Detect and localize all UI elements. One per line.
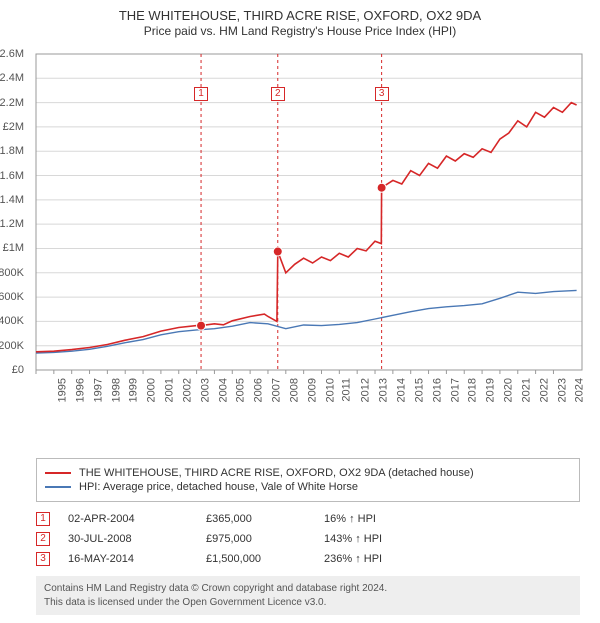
y-tick-label: £2.6M: [0, 48, 28, 60]
y-tick-label: £2.4M: [0, 72, 28, 84]
x-tick-label: 2019: [485, 378, 497, 402]
x-tick-label: 1999: [128, 378, 140, 402]
legend-label: HPI: Average price, detached house, Vale…: [79, 481, 358, 493]
sale-marker: 3: [36, 552, 50, 566]
y-tick-label: £1.8M: [0, 145, 28, 157]
sale-date: 30-JUL-2008: [68, 533, 188, 545]
chart-marker: 1: [194, 87, 208, 101]
x-tick-label: 2006: [253, 378, 265, 402]
sale-delta: 143% ↑ HPI: [324, 533, 382, 545]
x-tick-label: 2008: [288, 378, 300, 402]
legend-item: THE WHITEHOUSE, THIRD ACRE RISE, OXFORD,…: [45, 467, 571, 479]
legend-swatch: [45, 486, 71, 488]
y-tick-label: £800K: [0, 267, 28, 279]
sales-table: 1 02-APR-2004 £365,000 16% ↑ HPI 2 30-JUL-200…: [36, 512, 580, 566]
x-tick-label: 1998: [110, 378, 122, 402]
legend-label: THE WHITEHOUSE, THIRD ACRE RISE, OXFORD,…: [79, 467, 474, 479]
x-tick-label: 2003: [199, 378, 211, 402]
y-tick-label: £2M: [3, 121, 28, 133]
sale-row: 1 02-APR-2004 £365,000 16% ↑ HPI: [36, 512, 580, 526]
x-tick-label: 2020: [503, 378, 515, 402]
sale-date: 16-MAY-2014: [68, 553, 188, 565]
x-tick-label: 1997: [92, 378, 104, 402]
sale-delta: 16% ↑ HPI: [324, 513, 376, 525]
x-tick-label: 2013: [378, 378, 390, 402]
chart-marker: 3: [375, 87, 389, 101]
y-tick-label: £400K: [0, 315, 28, 327]
x-tick-label: 2014: [396, 378, 408, 402]
x-tick-label: 2005: [235, 378, 247, 402]
sale-price: £365,000: [206, 513, 306, 525]
chart-marker: 2: [271, 87, 285, 101]
footer-line1: Contains HM Land Registry data © Crown c…: [44, 582, 572, 596]
y-tick-label: £600K: [0, 291, 28, 303]
x-tick-label: 2007: [271, 378, 283, 402]
legend-item: HPI: Average price, detached house, Vale…: [45, 481, 571, 493]
x-tick-label: 2000: [146, 378, 158, 402]
y-tick-label: £1M: [3, 242, 28, 254]
x-tick-label: 2002: [181, 378, 193, 402]
x-tick-label: 2004: [217, 378, 229, 402]
y-tick-label: £1.2M: [0, 218, 28, 230]
chart-svg: [28, 44, 588, 384]
sale-price: £975,000: [206, 533, 306, 545]
chart-titles: THE WHITEHOUSE, THIRD ACRE RISE, OXFORD,…: [0, 0, 600, 38]
legend: THE WHITEHOUSE, THIRD ACRE RISE, OXFORD,…: [36, 458, 580, 502]
x-tick-label: 2021: [520, 378, 532, 402]
chart-area: £0£200K£400K£600K£800K£1M£1.2M£1.4M£1.6M…: [28, 44, 588, 424]
x-tick-label: 2022: [538, 378, 550, 402]
title-main: THE WHITEHOUSE, THIRD ACRE RISE, OXFORD,…: [0, 8, 600, 23]
title-sub: Price paid vs. HM Land Registry's House …: [0, 24, 600, 38]
attribution-footer: Contains HM Land Registry data © Crown c…: [36, 576, 580, 615]
sale-marker: 1: [36, 512, 50, 526]
y-tick-label: £2.2M: [0, 97, 28, 109]
x-tick-label: 2016: [431, 378, 443, 402]
x-tick-label: 2017: [449, 378, 461, 402]
sale-date: 02-APR-2004: [68, 513, 188, 525]
x-tick-label: 2009: [306, 378, 318, 402]
sale-delta: 236% ↑ HPI: [324, 553, 382, 565]
y-tick-label: £200K: [0, 340, 28, 352]
legend-swatch: [45, 472, 71, 474]
x-tick-label: 2015: [413, 378, 425, 402]
x-tick-label: 1995: [56, 378, 68, 402]
x-tick-label: 2024: [574, 378, 586, 402]
y-tick-label: £0: [12, 364, 28, 376]
x-tick-label: 2001: [164, 378, 176, 402]
sale-row: 2 30-JUL-2008 £975,000 143% ↑ HPI: [36, 532, 580, 546]
x-tick-label: 2012: [360, 378, 372, 402]
sale-row: 3 16-MAY-2014 £1,500,000 236% ↑ HPI: [36, 552, 580, 566]
x-tick-label: 2010: [324, 378, 336, 402]
footer-line2: This data is licensed under the Open Gov…: [44, 596, 572, 610]
x-tick-label: 2023: [556, 378, 568, 402]
x-tick-label: 2011: [341, 378, 353, 402]
y-tick-label: £1.6M: [0, 170, 28, 182]
x-tick-label: 2018: [467, 378, 479, 402]
y-tick-label: £1.4M: [0, 194, 28, 206]
sale-price: £1,500,000: [206, 553, 306, 565]
sale-marker: 2: [36, 532, 50, 546]
x-tick-label: 1996: [74, 378, 86, 402]
